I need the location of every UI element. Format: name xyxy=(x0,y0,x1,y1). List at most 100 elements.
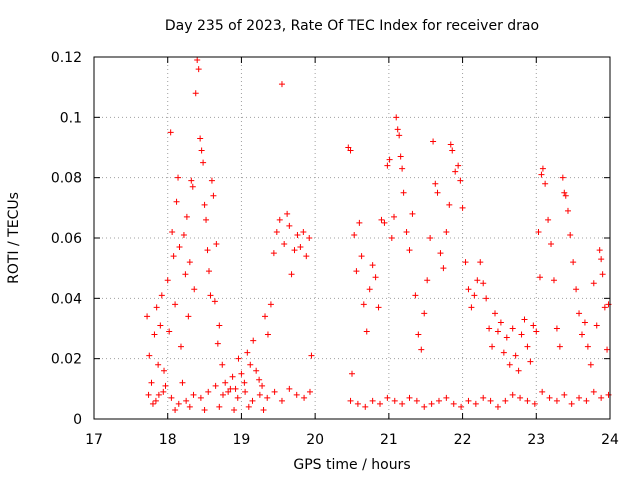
data-point xyxy=(474,277,481,284)
data-point xyxy=(213,241,220,248)
x-tick-label: 17 xyxy=(85,432,103,448)
data-point xyxy=(185,313,192,320)
data-point xyxy=(542,180,549,187)
data-point xyxy=(360,301,367,308)
data-point xyxy=(190,391,197,398)
data-point xyxy=(351,231,358,238)
data-point xyxy=(468,304,475,311)
data-point xyxy=(195,66,202,73)
plot-border xyxy=(93,56,611,420)
data-point xyxy=(593,322,600,329)
data-point xyxy=(345,144,352,151)
data-point xyxy=(203,216,210,223)
y-tick-label: 0 xyxy=(73,412,82,428)
data-point xyxy=(430,138,437,145)
data-point xyxy=(486,325,493,332)
data-point xyxy=(372,274,379,281)
data-point xyxy=(164,277,171,284)
data-point xyxy=(278,397,285,404)
data-point xyxy=(216,322,223,329)
data-point xyxy=(472,400,479,407)
data-point xyxy=(286,385,293,392)
data-point xyxy=(396,132,403,139)
data-point xyxy=(500,349,507,356)
data-point xyxy=(599,271,606,278)
data-point xyxy=(276,216,283,223)
data-point xyxy=(471,292,478,299)
data-point xyxy=(212,382,219,389)
data-point xyxy=(553,325,560,332)
data-point xyxy=(146,352,153,359)
data-point xyxy=(260,406,267,413)
data-point xyxy=(530,322,537,329)
data-point xyxy=(297,244,304,251)
data-point xyxy=(201,201,208,208)
data-point xyxy=(347,397,354,404)
data-point xyxy=(533,328,540,335)
data-point xyxy=(173,198,180,205)
data-point xyxy=(564,207,571,214)
data-point xyxy=(492,310,499,317)
data-point xyxy=(200,159,207,166)
data-point xyxy=(214,340,221,347)
y-tick-label: 0.04 xyxy=(51,291,82,307)
data-point xyxy=(397,153,404,160)
data-point xyxy=(506,361,513,368)
data-point xyxy=(573,286,580,293)
data-point xyxy=(391,397,398,404)
data-point xyxy=(440,265,447,272)
data-point xyxy=(527,358,534,365)
data-point xyxy=(421,310,428,317)
data-point xyxy=(536,274,543,281)
data-point xyxy=(435,397,442,404)
data-point xyxy=(192,90,199,97)
data-point xyxy=(232,385,239,392)
data-point xyxy=(234,394,241,401)
data-point xyxy=(238,370,245,377)
data-point xyxy=(247,361,254,368)
y-tick-label: 0.02 xyxy=(51,352,82,368)
data-point xyxy=(393,114,400,121)
data-point xyxy=(183,397,190,404)
data-point xyxy=(145,391,152,398)
x-tick-label: 24 xyxy=(601,432,619,448)
axis-ticks: 0 0.02 0.04 0.06 0.08 0.1 0.12 17 18 19 20 21 22 23 24 xyxy=(51,50,619,448)
x-tick-label: 23 xyxy=(527,432,545,448)
data-point xyxy=(300,228,307,235)
data-point xyxy=(358,253,365,260)
data-point xyxy=(175,400,182,407)
data-point xyxy=(605,391,612,398)
data-point xyxy=(369,262,376,269)
data-point xyxy=(391,213,398,220)
data-point xyxy=(235,355,242,362)
data-point xyxy=(418,346,425,353)
x-axis-label: GPS time / hours xyxy=(293,457,410,473)
data-point xyxy=(587,361,594,368)
data-point xyxy=(428,400,435,407)
data-point xyxy=(434,189,441,196)
data-point xyxy=(169,228,176,235)
data-point xyxy=(424,277,431,284)
data-point xyxy=(457,177,464,184)
data-point xyxy=(427,235,434,241)
data-point xyxy=(567,231,574,238)
data-point xyxy=(245,403,252,410)
data-point xyxy=(208,177,215,184)
data-point xyxy=(256,376,263,383)
data-point xyxy=(561,189,568,196)
data-point xyxy=(362,403,369,410)
data-point xyxy=(170,253,177,260)
data-point xyxy=(447,141,454,148)
data-point xyxy=(197,394,204,401)
data-point xyxy=(347,147,354,154)
data-point xyxy=(281,241,288,248)
data-point xyxy=(489,343,496,350)
data-point xyxy=(259,382,266,389)
data-point xyxy=(386,156,393,163)
data-point xyxy=(152,397,159,404)
data-point xyxy=(539,165,546,172)
data-point xyxy=(201,406,208,413)
data-point xyxy=(531,400,538,407)
data-point xyxy=(494,403,501,410)
